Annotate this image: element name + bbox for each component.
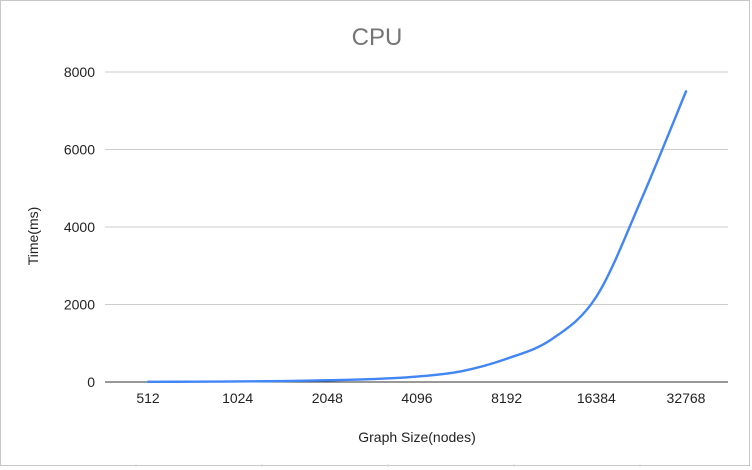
series-group [146, 90, 688, 384]
x-tick-label: 1024 [222, 390, 253, 406]
chart-title: CPU [352, 24, 403, 51]
y-tick-label: 6000 [64, 142, 95, 158]
x-tick-label: 32768 [667, 390, 706, 406]
series-line [146, 90, 688, 384]
x-tick-label: 16384 [577, 390, 616, 406]
y-axis-label: Time(ms) [25, 207, 41, 266]
x-tick-label: 2048 [312, 390, 343, 406]
y-tick-labels: 0 2000 4000 6000 8000 [64, 64, 95, 390]
y-tick-label: 2000 [64, 297, 95, 313]
x-tick-labels: 512 1024 2048 4096 8192 16384 32768 [136, 390, 705, 406]
x-axis-label: Graph Size(nodes) [358, 429, 476, 445]
x-tick-label: 4096 [401, 390, 432, 406]
y-gridlines [105, 71, 728, 383]
x-tick-label: 8192 [491, 390, 522, 406]
y-tick-label: 0 [87, 374, 95, 390]
y-tick-label: 4000 [64, 219, 95, 235]
y-tick-label: 8000 [64, 64, 95, 80]
frame-bottom-ticks [135, 464, 641, 467]
x-tick-label: 512 [136, 390, 160, 406]
